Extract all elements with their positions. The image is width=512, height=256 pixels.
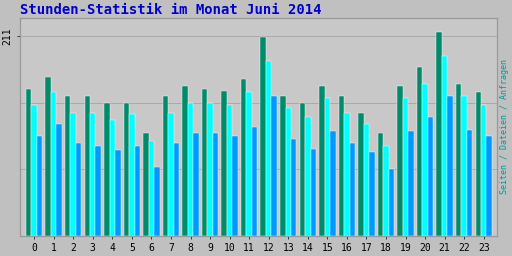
Bar (182, 86, 188, 236)
Bar (110, 120, 115, 236)
Bar (188, 103, 193, 236)
Bar (37, 136, 42, 236)
Bar (31, 105, 37, 236)
Bar (286, 108, 291, 236)
Bar (271, 95, 277, 236)
Bar (486, 136, 492, 236)
Bar (221, 91, 227, 236)
Bar (65, 95, 71, 236)
Bar (143, 133, 148, 236)
Bar (261, 37, 266, 236)
Bar (26, 89, 31, 236)
Bar (96, 146, 101, 236)
Bar (227, 105, 232, 236)
Bar (104, 103, 110, 236)
Bar (364, 124, 369, 236)
Bar (71, 113, 76, 236)
Bar (266, 60, 271, 236)
Bar (428, 117, 433, 236)
Bar (389, 169, 394, 236)
Bar (252, 127, 258, 236)
Bar (344, 113, 350, 236)
Bar (163, 95, 168, 236)
Bar (300, 103, 305, 236)
Bar (202, 89, 207, 236)
Bar (403, 98, 408, 236)
Bar (76, 143, 81, 236)
Bar (115, 151, 120, 236)
Bar (369, 152, 375, 236)
Bar (213, 133, 218, 236)
Bar (339, 95, 344, 236)
Bar (135, 146, 140, 236)
Bar (358, 113, 364, 236)
Bar (467, 130, 473, 236)
Bar (51, 92, 56, 236)
Bar (84, 95, 90, 236)
Text: Stunden-Statistik im Monat Juni 2014: Stunden-Statistik im Monat Juni 2014 (20, 3, 322, 17)
Bar (436, 32, 442, 236)
Bar (417, 67, 422, 236)
Bar (397, 86, 403, 236)
Bar (378, 133, 383, 236)
Bar (123, 103, 129, 236)
Bar (154, 167, 160, 236)
Bar (207, 103, 213, 236)
Bar (46, 77, 51, 236)
Bar (90, 113, 96, 236)
Bar (305, 117, 311, 236)
Bar (408, 132, 414, 236)
Bar (481, 105, 486, 236)
Bar (330, 132, 335, 236)
Bar (129, 114, 135, 236)
Bar (148, 141, 154, 236)
Bar (291, 139, 296, 236)
Bar (476, 92, 481, 236)
Bar (241, 79, 246, 236)
Bar (350, 143, 355, 236)
Bar (325, 98, 330, 236)
Bar (319, 86, 325, 236)
Bar (193, 133, 199, 236)
Bar (311, 148, 316, 236)
Bar (422, 84, 428, 236)
Bar (232, 136, 238, 236)
Y-axis label: Seiten / Dateien / Anfragen: Seiten / Dateien / Anfragen (500, 59, 509, 194)
Bar (383, 146, 389, 236)
Bar (442, 56, 447, 236)
Bar (168, 113, 174, 236)
Bar (174, 143, 179, 236)
Bar (456, 84, 461, 236)
Bar (56, 124, 62, 236)
Bar (280, 95, 286, 236)
Bar (447, 95, 453, 236)
Bar (461, 95, 467, 236)
Bar (246, 92, 252, 236)
